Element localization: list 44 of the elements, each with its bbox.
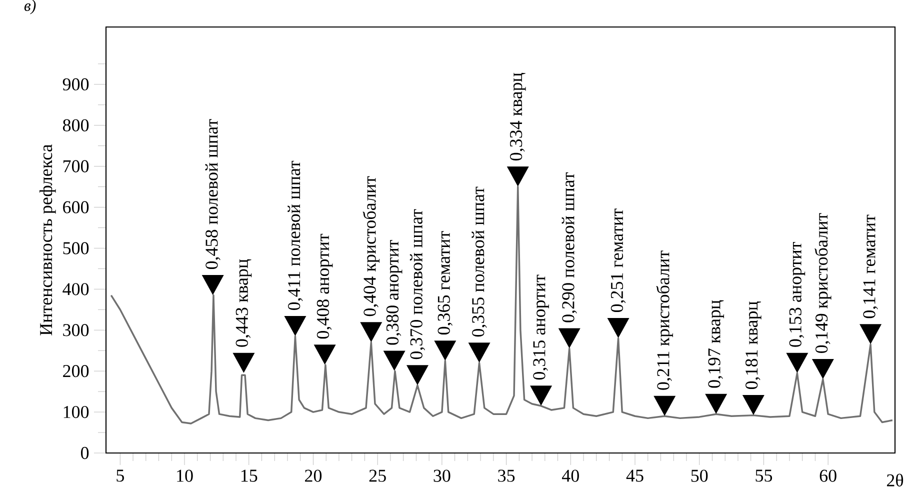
annotation: 0,380 анортит xyxy=(386,240,402,345)
annotation: 0,211 кристобалит xyxy=(656,250,673,390)
x-tick-label: 30 xyxy=(434,470,450,482)
annotation: 0,411 полевой шпат xyxy=(288,160,303,310)
annotation: 0,408 анортит xyxy=(316,234,333,339)
annotation: 0,404 кристобалит xyxy=(362,176,380,316)
x-tick-label: 15 xyxy=(241,470,258,482)
y-tick-label: 500 xyxy=(63,242,89,254)
annotation: 0,251 гематит xyxy=(610,208,626,312)
annotation: 0,315 анортит xyxy=(533,274,549,380)
x-tick-label: 55 xyxy=(756,470,772,482)
annotation: 0,365 гематит xyxy=(438,231,453,335)
annotation: 0,370 полевой шпат xyxy=(410,209,426,360)
x-tick-label: 20 xyxy=(305,470,322,482)
x-axis-title: 2θ xyxy=(886,474,904,486)
y-tick-label: 600 xyxy=(63,201,89,214)
annotation: 0,290 полевой шпат xyxy=(562,172,577,322)
x-tick-label: 10 xyxy=(177,470,193,482)
x-tick-label: 25 xyxy=(369,470,386,482)
annotation: 0,443 кварц xyxy=(236,259,252,347)
annotation: 0,149 кристобалит xyxy=(814,213,832,353)
y-tick-label: 100 xyxy=(64,406,89,418)
y-axis-title: Интенсивность рефлекса xyxy=(39,144,56,336)
y-tick-label: 200 xyxy=(63,364,89,378)
y-tick-label: 300 xyxy=(63,324,89,336)
annotation: 0,141 гематит xyxy=(863,214,878,318)
annotation: 0,334 кварц xyxy=(510,72,526,160)
x-tick-label: 40 xyxy=(562,470,579,482)
x-tick-label: 35 xyxy=(498,470,515,482)
y-tick-label: 800 xyxy=(62,119,89,132)
annotation: 0,355 полевой шпат xyxy=(472,186,487,337)
x-tick-label: 50 xyxy=(691,470,708,482)
y-tick-label: 700 xyxy=(63,160,89,172)
annotation: 0,197 кварц xyxy=(708,300,724,388)
y-tick-label: 400 xyxy=(62,283,89,296)
x-tick-label: 60 xyxy=(820,470,836,482)
y-tick-label: 900 xyxy=(62,78,89,90)
y-tick-label: 0 xyxy=(80,446,89,460)
annotation: 0,153 анортит xyxy=(789,242,806,347)
x-tick-label: 45 xyxy=(626,470,644,482)
annotation: 0,181 кварц xyxy=(746,301,762,390)
annotation: 0,458 полевой шпат xyxy=(205,119,220,270)
x-tick-label: 5 xyxy=(116,470,124,482)
chart-title: в) xyxy=(24,0,36,14)
